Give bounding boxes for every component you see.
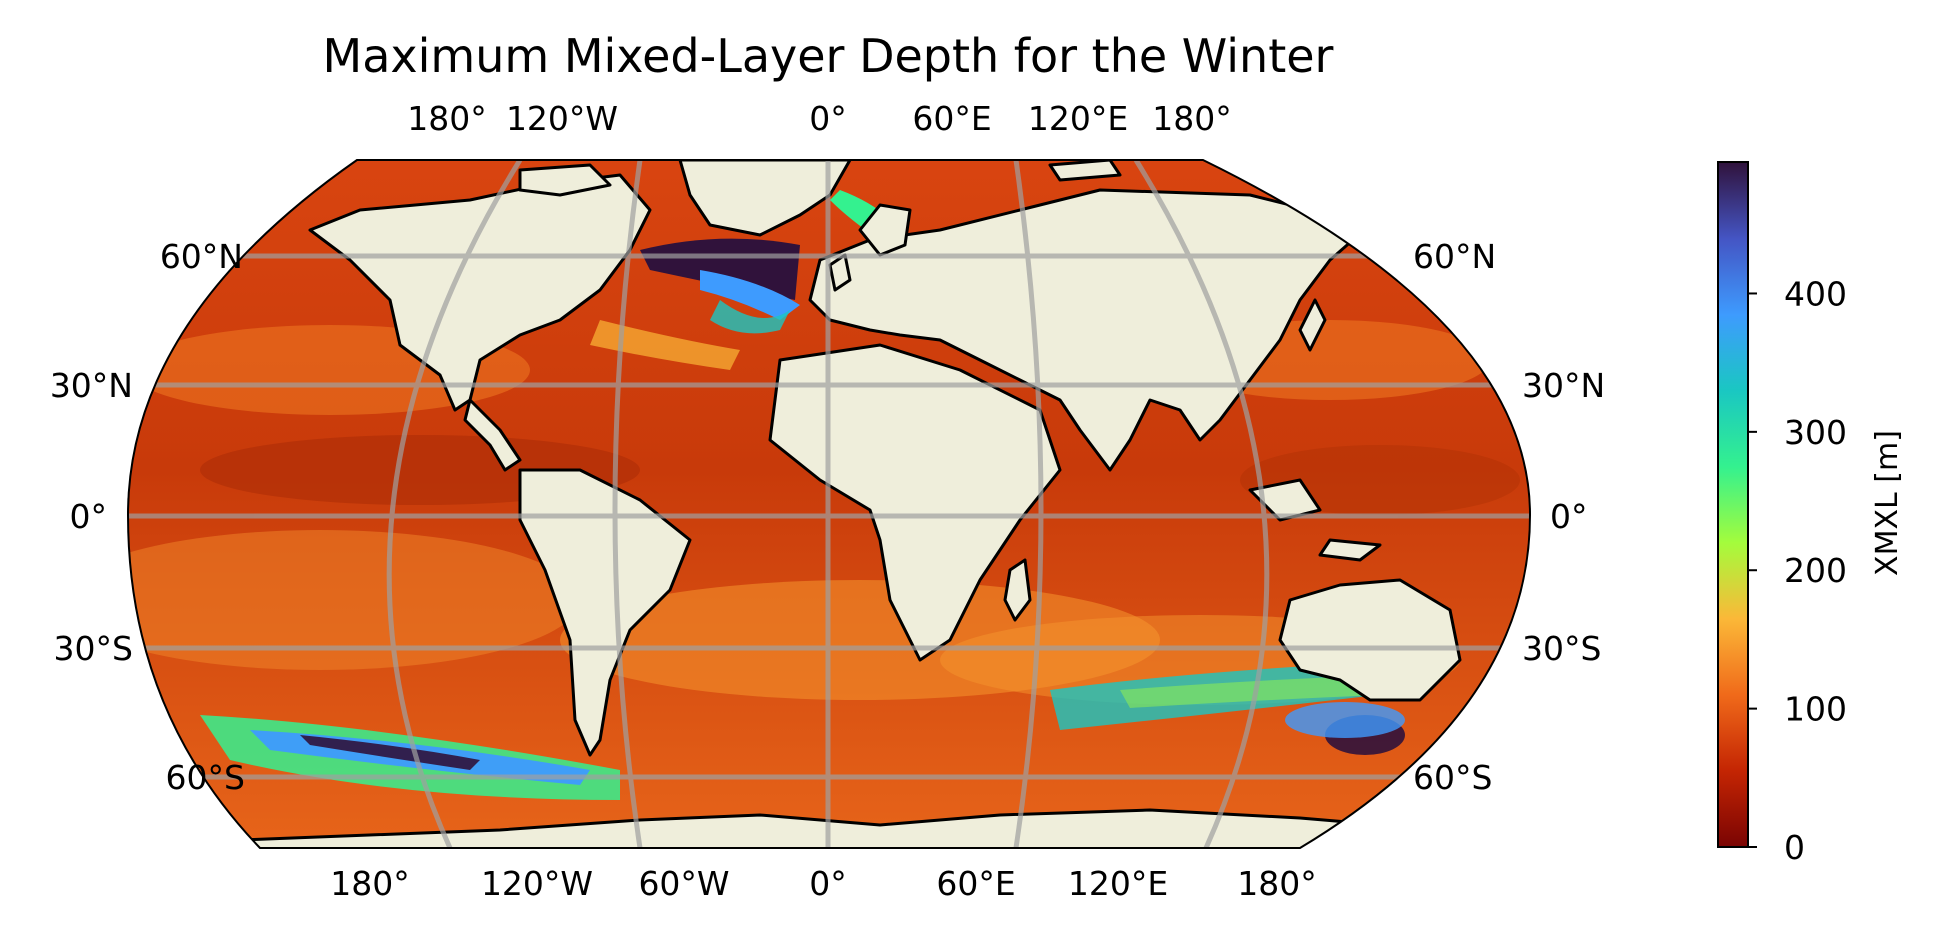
australia — [1278, 578, 1462, 702]
colorbar-tick: 200 — [1748, 551, 1847, 590]
lat-labels-left: 60°N 30°N 0° 30°S 60°S — [50, 237, 245, 797]
lon-label-bottom: 120°W — [481, 864, 593, 903]
japan — [1298, 298, 1327, 352]
gridlines — [128, 160, 1530, 848]
lat-label-right: 60°S — [1413, 758, 1492, 797]
colorbar-tick: 0 — [1748, 828, 1805, 867]
lon-label-top: 180° — [1152, 99, 1232, 138]
lon-label-bottom: 180° — [330, 864, 410, 903]
colorbar: 0 100 200 300 400 XMXL [m] — [1717, 161, 1905, 867]
south-america — [518, 468, 692, 757]
map-area — [128, 160, 1530, 848]
meridian-120w — [386, 160, 523, 848]
colorbar-gradient — [1717, 161, 1749, 848]
new-zealand — [1493, 698, 1517, 742]
lon-label-bottom: 120°E — [1068, 864, 1168, 903]
lat-label-right: 30°S — [1522, 629, 1601, 668]
greenland — [678, 160, 852, 237]
lon-labels-bottom: 180° 120°W 60°W 0° 60°E 120°E 180° — [330, 864, 1317, 903]
central-america — [463, 398, 522, 472]
lon-label-top: 120°E — [1028, 99, 1128, 138]
colorbar-tick-label: 400 — [1784, 274, 1847, 313]
scandinavia — [858, 203, 912, 257]
lat-labels-right: 60°N 30°N 0° 30°S 60°S — [1413, 237, 1605, 797]
colorbar-label: XMXL [m] — [1870, 430, 1905, 576]
colorbar-tick: 300 — [1748, 413, 1847, 452]
lon-label-bottom: 60°E — [936, 864, 1015, 903]
map-title: Maximum Mixed-Layer Depth for the Winter — [323, 29, 1334, 83]
lat-label-left: 60°N — [160, 237, 243, 276]
eurasia — [808, 188, 1372, 472]
colorbar-ticks: 0 100 200 300 400 — [1748, 274, 1847, 867]
colorbar-tick-label: 0 — [1784, 828, 1805, 867]
maritime-continent — [1248, 478, 1322, 522]
lon-label-top: 120°W — [506, 99, 618, 138]
lon-labels-top: 180° 120°W 0° 60°E 120°E 180° — [407, 99, 1232, 138]
colorbar-tick-label: 200 — [1784, 551, 1847, 590]
meridian-120e — [1133, 160, 1270, 848]
lat-label-right: 60°N — [1413, 237, 1496, 276]
meridian-60w — [612, 160, 643, 848]
lat-label-right: 30°N — [1522, 366, 1605, 405]
lon-label-bottom: 60°W — [638, 864, 729, 903]
lon-label-top: 180° — [407, 99, 487, 138]
lon-label-top: 0° — [809, 99, 847, 138]
lat-label-left: 30°S — [54, 629, 133, 668]
lon-label-bottom: 180° — [1237, 864, 1317, 903]
colorbar-tick: 400 — [1748, 274, 1847, 313]
lat-label-left: 60°S — [166, 758, 245, 797]
lat-label-left: 30°N — [50, 366, 133, 405]
colorbar-tick-label: 100 — [1784, 690, 1847, 729]
meridian-60e — [1013, 160, 1044, 848]
map-border — [126, 159, 1532, 849]
lat-label-left: 0° — [70, 497, 108, 536]
lat-label-right: 0° — [1550, 497, 1588, 536]
lon-label-top: 60°E — [912, 99, 991, 138]
madagascar — [1003, 558, 1032, 622]
lon-label-bottom: 0° — [809, 864, 847, 903]
colorbar-tick-label: 300 — [1784, 413, 1847, 452]
colorbar-tick: 100 — [1748, 690, 1847, 729]
